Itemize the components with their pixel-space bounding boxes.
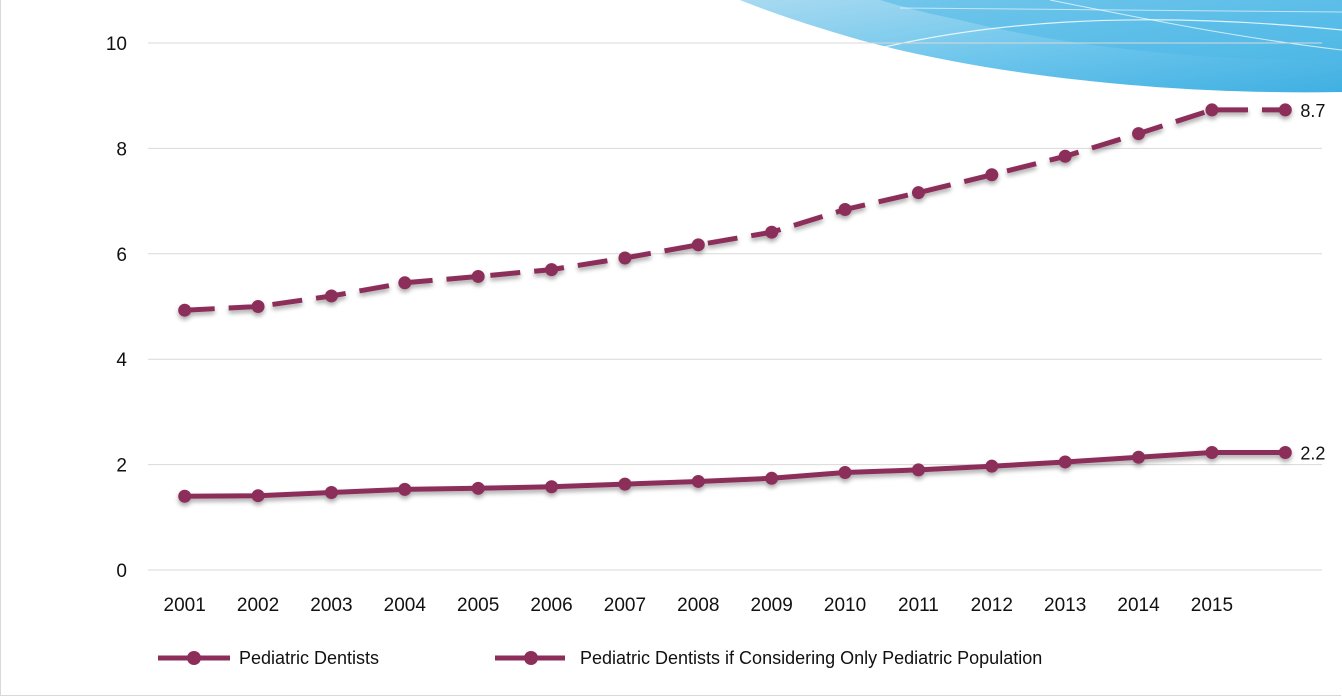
data-point [251, 489, 265, 503]
data-point [1058, 149, 1072, 163]
data-point [178, 303, 192, 317]
data-point [985, 168, 999, 182]
data-point [1278, 445, 1292, 459]
x-tick-label: 2003 [310, 595, 352, 616]
x-tick-label: 2007 [604, 595, 646, 616]
series-line [184, 450, 1286, 499]
data-point [324, 486, 338, 500]
legend-label: Pediatric Dentists if Considering Only P… [580, 648, 1042, 668]
data-point [618, 251, 632, 265]
y-tick-label: 8 [116, 139, 127, 160]
data-point [1205, 103, 1219, 117]
x-tick-label: 2010 [824, 595, 866, 616]
legend-item: Pediatric Dentists [158, 648, 379, 668]
data-labels: 2.2 8.7 [1300, 101, 1325, 464]
data-point [765, 225, 779, 239]
x-tick-label: 2013 [1044, 595, 1086, 616]
data-point [618, 477, 632, 491]
x-tick-label: 2009 [751, 595, 793, 616]
data-point [911, 463, 925, 477]
data-point [911, 186, 925, 200]
legend-item: Pediatric Dentists if Considering Only P… [495, 648, 1042, 668]
series-pediatric-dentists [178, 445, 1292, 503]
data-point [691, 474, 705, 488]
y-tick-label: 4 [116, 350, 127, 371]
x-tick-label: 2006 [530, 595, 572, 616]
x-tick-label: 2005 [457, 595, 499, 616]
y-tick-label: 6 [116, 245, 127, 266]
series-pediatric-population [178, 103, 1292, 317]
gridlines [148, 42, 1322, 571]
y-tick-label: 2 [116, 456, 127, 477]
x-tick-label: 2014 [1117, 595, 1160, 616]
data-label: 8.7 [1300, 101, 1325, 121]
data-point [1058, 455, 1072, 469]
data-point [471, 481, 485, 495]
legend-key-marker [187, 651, 201, 665]
data-label: 2.2 [1300, 443, 1325, 463]
y-tick-label: 10 [106, 34, 127, 55]
data-point [838, 203, 852, 217]
series-layer [178, 103, 1292, 503]
data-point [1205, 445, 1219, 459]
data-point [398, 276, 412, 290]
legend-key-marker [524, 651, 538, 665]
data-point [324, 289, 338, 303]
x-tick-label: 2012 [971, 595, 1013, 616]
decorative-swoosh [740, 0, 1342, 93]
data-point [398, 482, 412, 496]
data-point [1132, 127, 1146, 141]
data-point [1132, 450, 1146, 464]
x-tick-label: 2002 [237, 595, 279, 616]
y-axis: 0 2 4 6 8 10 [106, 34, 128, 582]
data-point [471, 269, 485, 283]
legend-label: Pediatric Dentists [239, 648, 379, 668]
data-point [251, 300, 265, 313]
data-point [838, 466, 852, 480]
data-point [1278, 103, 1292, 117]
x-tick-label: 2011 [898, 595, 939, 616]
data-point [545, 480, 559, 494]
data-point [691, 238, 705, 252]
x-tick-label: 2015 [1191, 595, 1233, 616]
legend: Pediatric Dentists Pediatric Dentists if … [158, 648, 1042, 668]
x-axis: 2001 2002 2003 2004 2005 2006 2007 2008 2009 2010… [164, 595, 1234, 616]
x-tick-label: 2008 [677, 595, 719, 616]
data-point [765, 471, 779, 485]
y-tick-label: 0 [116, 561, 127, 582]
series-line [184, 107, 1286, 313]
x-tick-label: 2004 [384, 595, 427, 616]
x-tick-label: 2001 [164, 595, 206, 616]
data-point [545, 263, 559, 277]
data-point [178, 489, 192, 503]
data-point [985, 459, 999, 473]
